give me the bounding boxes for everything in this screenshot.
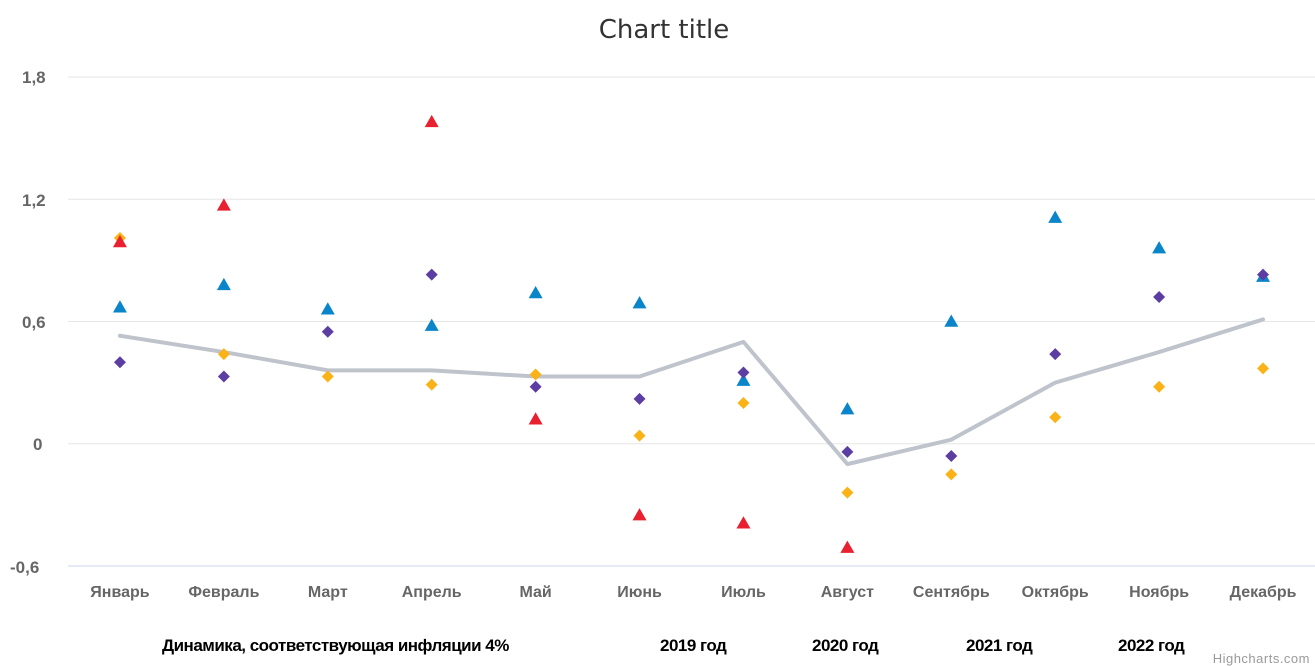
data-point-triangle — [424, 318, 439, 331]
x-tick-label: Апрель — [402, 584, 462, 601]
data-point-triangle — [1048, 210, 1063, 223]
data-point-diamond — [321, 325, 334, 338]
data-point-diamond — [1257, 362, 1270, 375]
data-point-triangle — [736, 373, 751, 386]
series-layer — [112, 114, 1271, 553]
data-point-diamond — [425, 268, 438, 281]
data-point-diamond — [633, 429, 646, 442]
data-point-diamond — [1049, 411, 1062, 424]
x-tick-label: Март — [308, 584, 348, 601]
data-point-diamond — [321, 370, 334, 383]
y-tick-label: 0 — [33, 435, 42, 454]
data-point-diamond — [217, 370, 230, 383]
data-point-diamond — [217, 348, 230, 361]
legend: Динамика, соответствующая инфляции 4% 20… — [162, 636, 1186, 655]
x-tick-label: Февраль — [188, 584, 259, 601]
legend-item-inflation-4[interactable]: Динамика, соответствующая инфляции 4% — [162, 636, 510, 655]
data-point-triangle — [528, 285, 543, 299]
x-tick-label: Декабрь — [1230, 584, 1297, 601]
data-point-triangle — [632, 296, 647, 309]
data-point-triangle — [1152, 241, 1167, 254]
legend-item-2019[interactable]: 2019 год — [660, 636, 728, 655]
credits-link[interactable]: Highcharts.com — [1213, 651, 1310, 666]
data-point-diamond — [737, 397, 750, 409]
data-point-triangle — [112, 300, 127, 313]
data-point-diamond — [1153, 291, 1166, 304]
data-point-triangle — [216, 277, 231, 291]
data-point-triangle — [216, 198, 231, 211]
y-tick-label: 0,6 — [22, 313, 46, 332]
data-point-triangle — [840, 540, 855, 553]
data-point-diamond — [1257, 268, 1270, 281]
x-tick-label: Ноябрь — [1129, 584, 1189, 601]
x-tick-label: Октябрь — [1022, 584, 1089, 601]
y-tick-label: -0,6 — [10, 558, 39, 577]
series-line — [117, 317, 1266, 467]
data-point-diamond — [425, 378, 438, 391]
data-point-diamond — [737, 366, 750, 379]
x-tick-label: Май — [519, 584, 551, 601]
data-point-diamond — [945, 449, 958, 462]
legend-item-2022[interactable]: 2022 год — [1118, 636, 1186, 655]
data-point-diamond — [945, 468, 958, 481]
y-axis: 1,8 1,2 0,6 0 -0,6 — [10, 68, 46, 577]
x-tick-label: Январь — [90, 584, 149, 601]
x-tick-label: Август — [821, 584, 874, 601]
x-tick-label: Сентябрь — [913, 584, 990, 601]
data-point-diamond — [529, 380, 542, 393]
data-point-diamond — [1153, 380, 1166, 393]
y-tick-label: 1,2 — [22, 191, 46, 210]
grid-lines — [68, 76, 1315, 567]
data-point-diamond — [1049, 348, 1062, 361]
data-point-triangle — [528, 412, 543, 425]
legend-item-2020[interactable]: 2020 год — [812, 636, 880, 655]
data-point-diamond — [841, 486, 854, 499]
data-point-triangle — [320, 302, 335, 315]
x-tick-label: Июнь — [617, 584, 662, 601]
data-point-triangle — [424, 114, 439, 128]
data-point-triangle — [112, 235, 127, 248]
data-point-diamond — [529, 368, 542, 381]
x-tick-label: Июль — [721, 584, 766, 601]
data-point-triangle — [840, 402, 855, 415]
y-tick-label: 1,8 — [22, 68, 46, 87]
legend-item-2021[interactable]: 2021 год — [966, 636, 1034, 655]
data-point-triangle — [944, 314, 959, 327]
chart-title: Chart title — [599, 15, 730, 45]
data-point-diamond — [841, 445, 854, 458]
data-point-triangle — [736, 516, 751, 529]
data-point-triangle — [632, 508, 647, 521]
data-point-diamond — [633, 392, 646, 405]
data-point-diamond — [113, 356, 126, 369]
x-axis: Январь Февраль Март Апрель Май Июнь Июль Август… — [90, 584, 1296, 601]
